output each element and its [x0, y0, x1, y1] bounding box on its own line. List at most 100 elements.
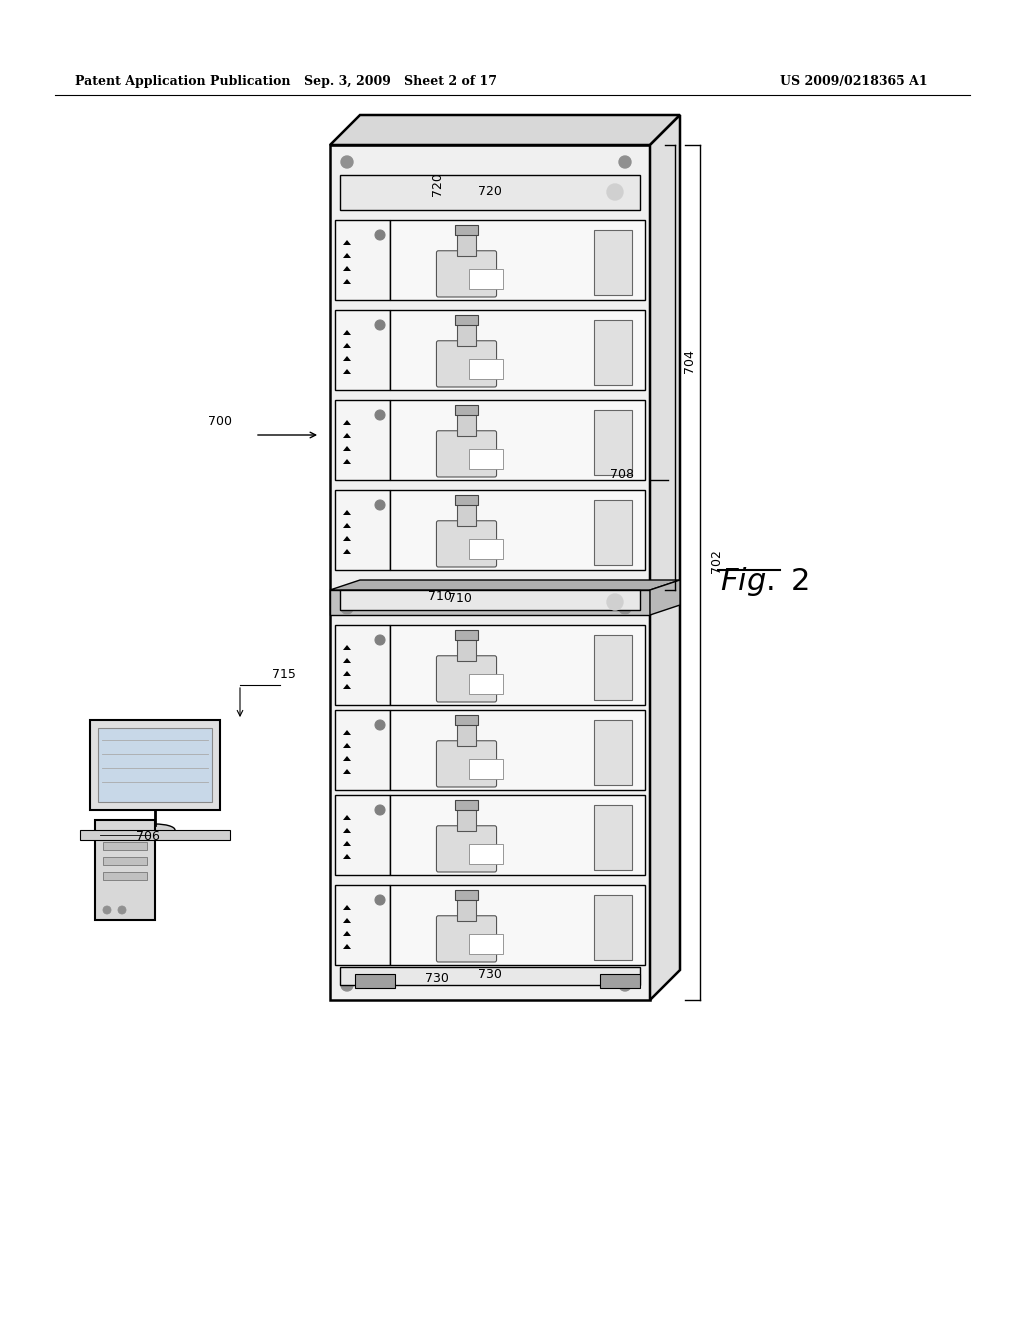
Text: US 2009/0218365 A1: US 2009/0218365 A1: [780, 75, 928, 88]
Bar: [594, 635, 632, 700]
FancyBboxPatch shape: [436, 741, 497, 787]
Polygon shape: [343, 917, 351, 923]
Bar: [469, 449, 503, 469]
Bar: [455, 226, 478, 235]
Polygon shape: [343, 523, 351, 528]
Polygon shape: [343, 459, 351, 465]
Polygon shape: [650, 115, 680, 1001]
Polygon shape: [343, 330, 351, 335]
FancyBboxPatch shape: [436, 341, 497, 387]
Polygon shape: [650, 579, 680, 615]
Polygon shape: [343, 536, 351, 541]
Bar: [457, 234, 476, 256]
Bar: [340, 968, 640, 985]
Bar: [390, 400, 645, 480]
Polygon shape: [343, 446, 351, 451]
Circle shape: [618, 156, 631, 168]
Bar: [80, 830, 230, 840]
Circle shape: [618, 979, 631, 991]
Bar: [330, 590, 650, 615]
Bar: [340, 176, 640, 210]
Bar: [594, 411, 632, 475]
Polygon shape: [343, 420, 351, 425]
Circle shape: [375, 500, 385, 510]
Circle shape: [618, 602, 631, 614]
Bar: [335, 624, 390, 705]
Bar: [103, 842, 147, 850]
Text: Patent Application Publication: Patent Application Publication: [75, 75, 291, 88]
Circle shape: [375, 411, 385, 420]
Polygon shape: [330, 579, 680, 590]
Circle shape: [341, 156, 353, 168]
Bar: [98, 729, 212, 803]
Text: Sep. 3, 2009   Sheet 2 of 17: Sep. 3, 2009 Sheet 2 of 17: [303, 75, 497, 88]
Bar: [469, 935, 503, 953]
Polygon shape: [343, 356, 351, 360]
Bar: [103, 873, 147, 880]
Text: 730: 730: [425, 972, 449, 985]
Polygon shape: [343, 906, 351, 909]
Bar: [390, 884, 645, 965]
Bar: [594, 319, 632, 385]
Polygon shape: [343, 770, 351, 774]
Polygon shape: [343, 854, 351, 859]
Text: $\it{Fig.\ 2}$: $\it{Fig.\ 2}$: [720, 565, 809, 598]
Circle shape: [341, 979, 353, 991]
Polygon shape: [343, 671, 351, 676]
Circle shape: [375, 805, 385, 814]
Bar: [355, 974, 395, 987]
Polygon shape: [343, 828, 351, 833]
Circle shape: [607, 594, 623, 610]
Polygon shape: [343, 510, 351, 515]
Bar: [330, 145, 650, 1001]
Bar: [457, 323, 476, 346]
Bar: [390, 795, 645, 875]
Bar: [390, 624, 645, 705]
Ellipse shape: [135, 824, 175, 836]
Polygon shape: [343, 730, 351, 735]
Circle shape: [118, 906, 126, 913]
Polygon shape: [343, 684, 351, 689]
Bar: [469, 759, 503, 779]
Bar: [455, 405, 478, 416]
Polygon shape: [343, 240, 351, 246]
Bar: [335, 310, 390, 389]
Polygon shape: [343, 841, 351, 846]
FancyBboxPatch shape: [436, 916, 497, 962]
Polygon shape: [343, 657, 351, 663]
FancyBboxPatch shape: [436, 656, 497, 702]
Bar: [469, 539, 503, 558]
Bar: [469, 359, 503, 379]
Text: 702: 702: [710, 549, 723, 573]
Polygon shape: [343, 814, 351, 820]
Polygon shape: [343, 743, 351, 748]
Bar: [469, 843, 503, 863]
Bar: [455, 715, 478, 725]
Bar: [594, 719, 632, 785]
Bar: [594, 500, 632, 565]
Polygon shape: [343, 645, 351, 649]
Bar: [390, 310, 645, 389]
Text: 708: 708: [610, 469, 634, 480]
Bar: [390, 490, 645, 570]
Bar: [457, 503, 476, 525]
Circle shape: [375, 230, 385, 240]
Bar: [455, 495, 478, 506]
Bar: [95, 820, 155, 920]
Polygon shape: [343, 253, 351, 257]
Bar: [335, 400, 390, 480]
Bar: [335, 220, 390, 300]
Polygon shape: [343, 279, 351, 284]
Text: 730: 730: [478, 968, 502, 981]
Bar: [390, 220, 645, 300]
Bar: [335, 710, 390, 789]
Polygon shape: [343, 343, 351, 348]
Circle shape: [341, 602, 353, 614]
FancyBboxPatch shape: [436, 826, 497, 873]
Polygon shape: [343, 433, 351, 438]
Text: 700: 700: [208, 414, 232, 428]
Bar: [103, 857, 147, 865]
Circle shape: [607, 183, 623, 201]
Bar: [457, 723, 476, 746]
Text: 704: 704: [683, 348, 696, 374]
